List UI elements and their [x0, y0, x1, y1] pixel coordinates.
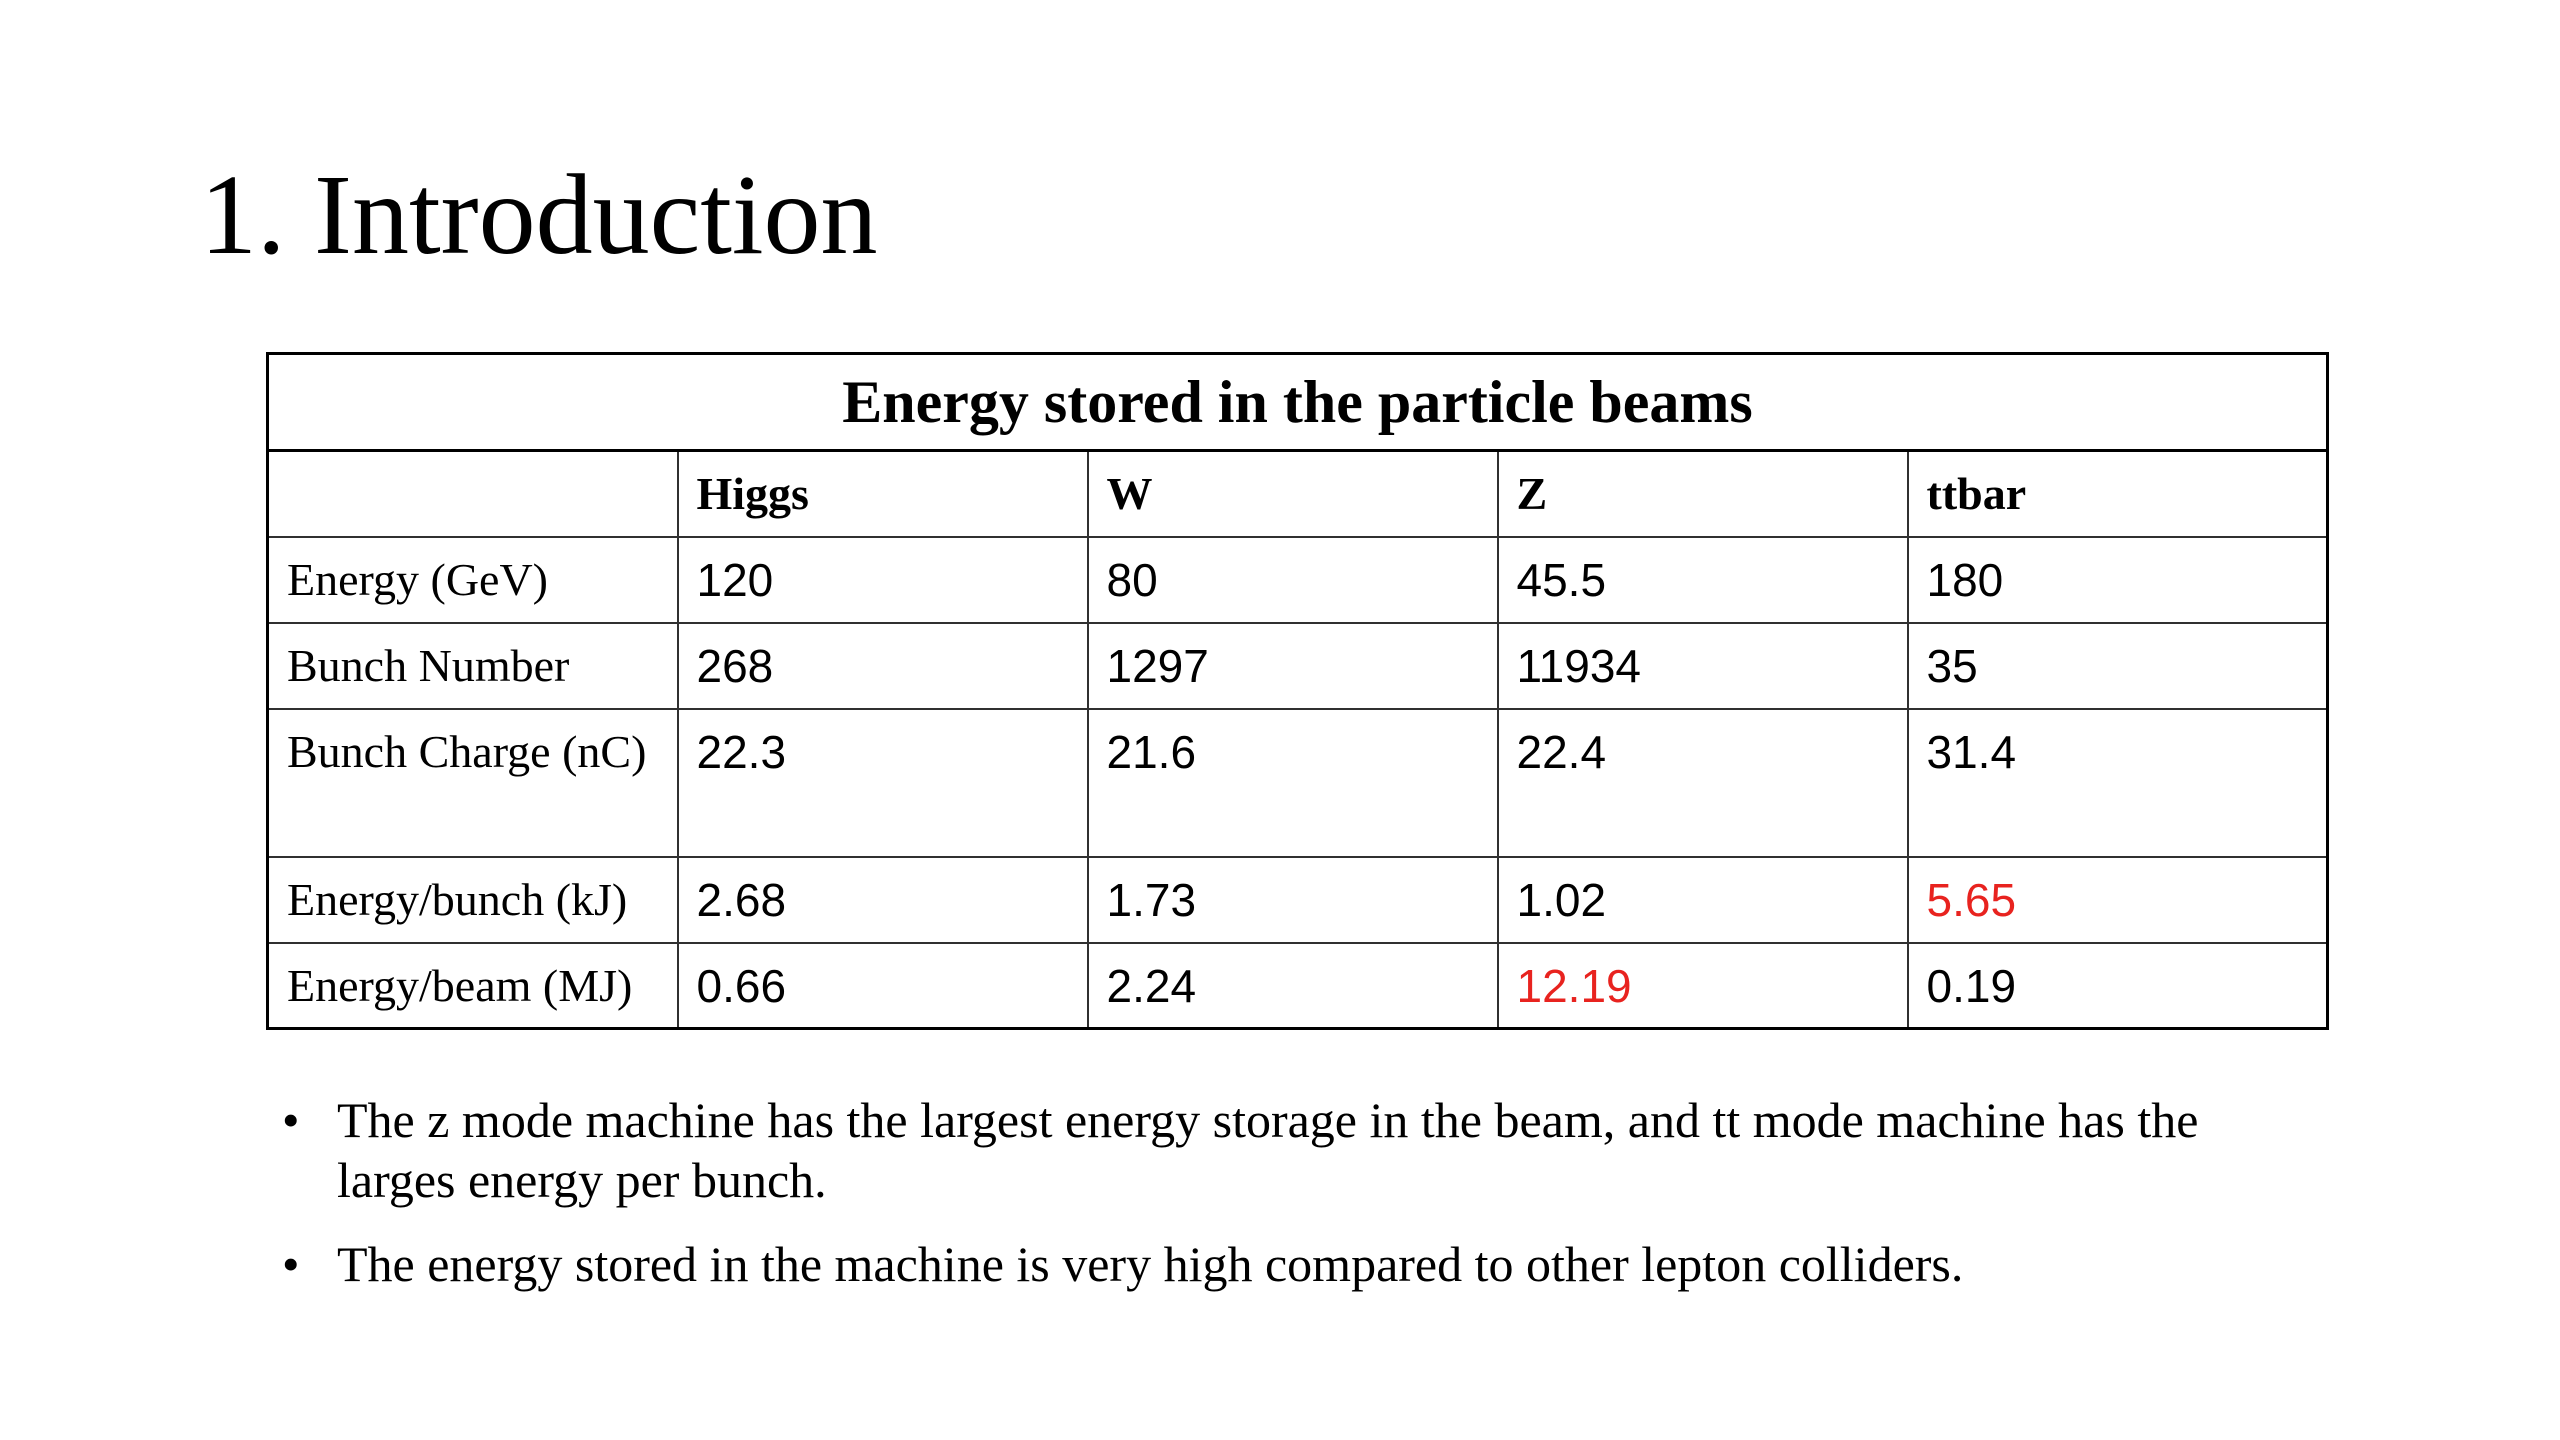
cell-bunch-charge-higgs: 22.3: [676, 707, 1089, 858]
cell-energy-per-beam-ttbar: 0.19: [1906, 941, 2329, 1030]
row-label-energy-per-bunch: Energy/bunch (kJ): [266, 855, 679, 944]
table-row: Bunch Number 268 1297 11934 35: [266, 621, 2329, 710]
column-header-w: W: [1086, 449, 1499, 538]
cell-energy-per-bunch-w: 1.73: [1086, 855, 1499, 944]
cell-energy-per-beam-higgs: 0.66: [676, 941, 1089, 1030]
slide-title: 1. Introduction: [200, 151, 878, 278]
bullet-item: • The z mode machine has the largest ene…: [282, 1090, 2322, 1210]
table-header-row: Higgs W Z ttbar: [266, 449, 2329, 538]
column-header-z: Z: [1496, 449, 1909, 538]
table-caption: Energy stored in the particle beams: [266, 352, 2329, 452]
cell-energy-ttbar: 180: [1906, 535, 2329, 624]
bullet-text: The z mode machine has the largest energ…: [337, 1092, 2199, 1208]
cell-bunch-number-w: 1297: [1086, 621, 1499, 710]
cell-energy-z: 45.5: [1496, 535, 1909, 624]
cell-energy-per-bunch-ttbar-highlight: 5.65: [1906, 855, 2329, 944]
energy-table: Energy stored in the particle beams Higg…: [266, 352, 2330, 1030]
bullet-list: • The z mode machine has the largest ene…: [282, 1090, 2322, 1318]
row-label-energy: Energy (GeV): [266, 535, 679, 624]
cell-bunch-charge-ttbar: 31.4: [1906, 707, 2329, 858]
cell-energy-higgs: 120: [676, 535, 1089, 624]
bullet-item: • The energy stored in the machine is ve…: [282, 1234, 2322, 1294]
cell-energy-w: 80: [1086, 535, 1499, 624]
cell-energy-per-beam-z-highlight: 12.19: [1496, 941, 1909, 1030]
cell-bunch-number-higgs: 268: [676, 621, 1089, 710]
table-caption-row: Energy stored in the particle beams: [266, 352, 2329, 452]
cell-energy-per-bunch-higgs: 2.68: [676, 855, 1089, 944]
bullet-text: The energy stored in the machine is very…: [337, 1236, 1964, 1292]
cell-energy-per-bunch-z: 1.02: [1496, 855, 1909, 944]
table-row: Energy (GeV) 120 80 45.5 180: [266, 535, 2329, 624]
cell-bunch-number-ttbar: 35: [1906, 621, 2329, 710]
cell-bunch-number-z: 11934: [1496, 621, 1909, 710]
header-corner-cell: [266, 449, 679, 538]
row-label-bunch-charge: Bunch Charge (nC): [266, 707, 679, 858]
cell-bunch-charge-w: 21.6: [1086, 707, 1499, 858]
table-row: Bunch Charge (nC) 22.3 21.6 22.4 31.4: [266, 707, 2329, 858]
bullet-marker: •: [282, 1092, 300, 1148]
table-row: Energy/beam (MJ) 0.66 2.24 12.19 0.19: [266, 941, 2329, 1030]
cell-bunch-charge-z: 22.4: [1496, 707, 1909, 858]
column-header-higgs: Higgs: [676, 449, 1089, 538]
bullet-marker: •: [282, 1236, 300, 1292]
row-label-energy-per-beam: Energy/beam (MJ): [266, 941, 679, 1030]
row-label-bunch-number: Bunch Number: [266, 621, 679, 710]
column-header-ttbar: ttbar: [1906, 449, 2329, 538]
table-row: Energy/bunch (kJ) 2.68 1.73 1.02 5.65: [266, 855, 2329, 944]
cell-energy-per-beam-w: 2.24: [1086, 941, 1499, 1030]
